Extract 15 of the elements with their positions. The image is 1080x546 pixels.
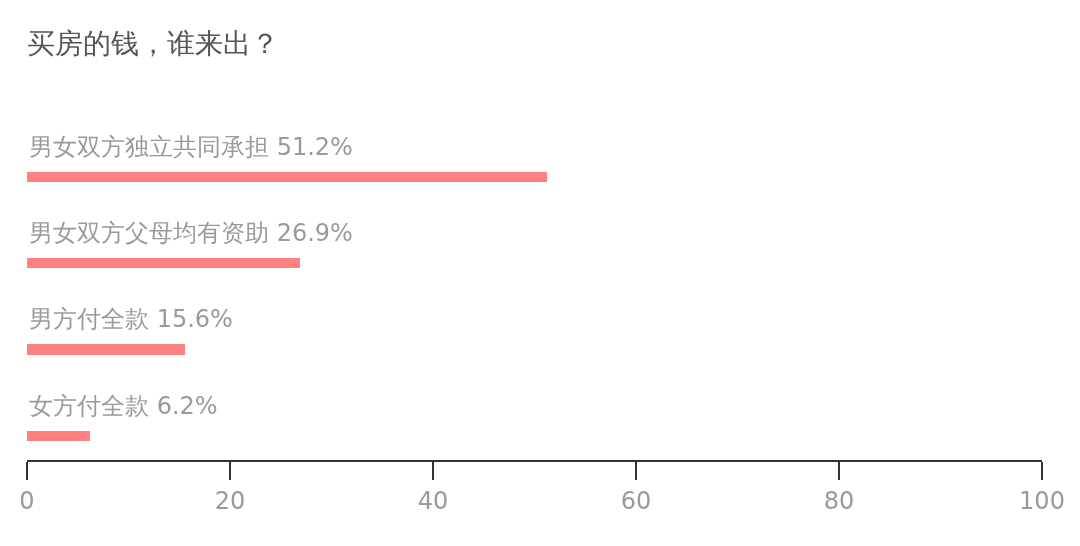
bar: [27, 172, 547, 182]
bar: [27, 344, 185, 355]
x-tick-label: 60: [620, 486, 652, 515]
category-label: 男女双方独立共同承担 51.2%: [29, 133, 353, 161]
x-tick-label: 0: [19, 486, 35, 515]
x-tick-label: 80: [823, 486, 855, 515]
x-tick-label: 100: [1019, 486, 1065, 515]
category-label: 女方付全款 6.2%: [29, 392, 218, 420]
bar: [27, 431, 90, 441]
category-label: 男女双方父母均有资助 26.9%: [29, 219, 353, 247]
category-label: 男方付全款 15.6%: [29, 305, 233, 333]
x-tick-label: 40: [417, 486, 449, 515]
chart-title: 买房的钱，谁来出？: [27, 27, 279, 61]
bar: [27, 258, 300, 268]
x-tick-label: 20: [214, 486, 246, 515]
